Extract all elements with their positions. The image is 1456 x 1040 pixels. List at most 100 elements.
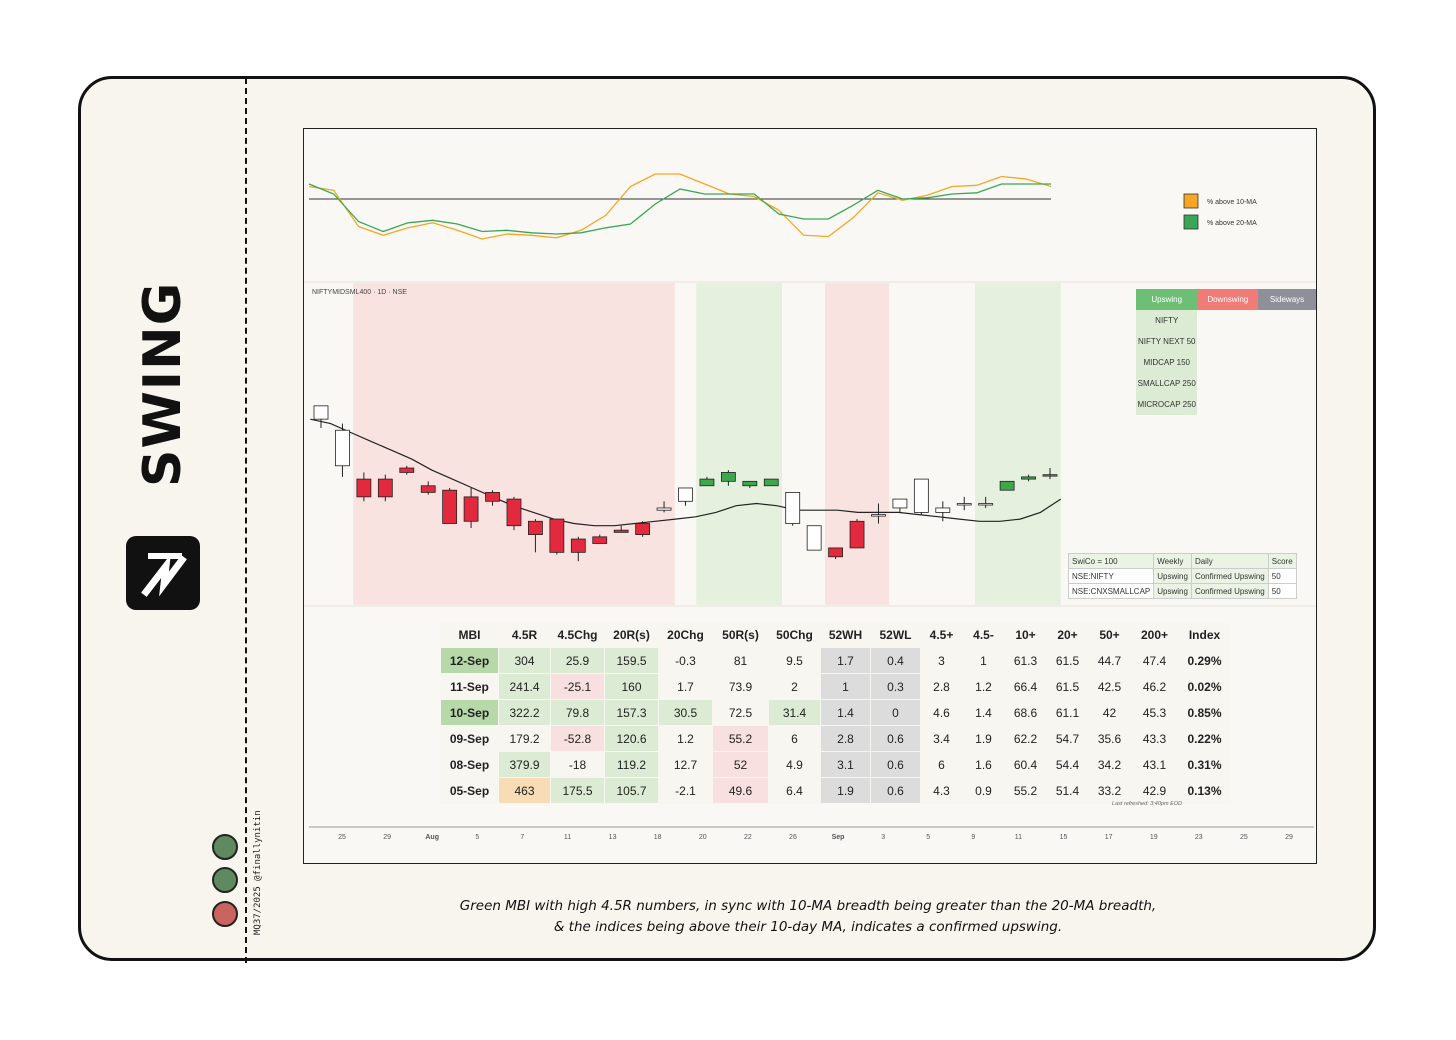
mbi-cell: 62.2 — [1004, 725, 1047, 752]
candle-body — [763, 478, 779, 487]
x-tick-label: 25 — [338, 834, 346, 841]
mbi-col-header: 52WL — [879, 628, 912, 642]
candle-body — [506, 498, 522, 527]
candle-body — [420, 485, 436, 493]
x-tick-label: 11 — [1015, 834, 1022, 841]
mbi-cell: 2.8 — [820, 725, 871, 752]
candle-body — [699, 478, 715, 487]
legend-swatch — [1183, 214, 1199, 230]
candle-body — [1021, 476, 1036, 480]
credit-text: MQ37/2025 @finallynitin — [253, 810, 263, 935]
candle-body — [485, 492, 500, 502]
mbi-cell: 73.9 — [712, 673, 769, 700]
mbi-cell: 72.5 — [712, 699, 769, 726]
candle-body — [1042, 474, 1058, 477]
candle-body — [892, 498, 908, 509]
candle-body — [806, 525, 822, 551]
candle-body — [871, 514, 886, 517]
score-cell: Confirmed Upswing — [1190, 583, 1269, 599]
mbi-cell: 45.3 — [1130, 699, 1179, 726]
mbi-date-cell: 09-Sep — [440, 725, 499, 752]
mbi-cell: 119.2 — [604, 751, 659, 778]
x-tick-label: Aug — [425, 834, 439, 841]
status-dot-green — [212, 834, 238, 860]
chart-svg: % above 10-MA % above 20-MA NIFTYMIDSML400… — [304, 173, 1316, 841]
x-tick-label: 11 — [564, 834, 571, 841]
mbi-cell: 12.7 — [658, 751, 713, 778]
moving-average-line — [310, 418, 1062, 527]
swing-zone — [353, 283, 675, 605]
candle-body — [742, 480, 758, 487]
candle-body — [956, 503, 972, 506]
score-cell: Upswing — [1153, 568, 1192, 584]
breadth-series-line — [308, 173, 1052, 240]
mbi-cell: 1.2 — [962, 673, 1005, 700]
mbi-cell: 79.8 — [550, 699, 605, 726]
mbi-cell: 6.4 — [768, 777, 821, 804]
mbi-cell: 1.6 — [962, 751, 1005, 778]
index-smallcap-250: SMALLCAP 250 — [1136, 373, 1198, 394]
mbi-cell: 31.4 — [768, 699, 821, 726]
mbi-cell: 42.5 — [1088, 673, 1131, 700]
caption-line-1: Green MBI with high 4.5R numbers, in syn… — [459, 898, 1157, 914]
mbi-col-header: 4.5R — [511, 628, 538, 642]
mbi-cell: 157.3 — [604, 699, 659, 726]
mbi-col-header: 4.5+ — [929, 628, 954, 642]
mbi-cell: 47.4 — [1130, 647, 1179, 674]
mbi-cell: 1.4 — [962, 699, 1005, 726]
mbi-cell: 160 — [604, 673, 659, 700]
mbi-row: 05-Sep 463 175.5 105.7 -2.1 49.6 6.4 1.9 0.6 4.3 0… — [440, 777, 1231, 804]
candle-body — [592, 536, 608, 544]
mbi-col-header: 52WH — [828, 628, 863, 642]
candle-body — [528, 520, 543, 535]
candle-body — [678, 487, 693, 502]
caption-line-2: & the indices being above their 10-day M… — [553, 919, 1063, 935]
x-tick-label: 22 — [744, 834, 752, 841]
candle-body — [935, 507, 951, 513]
mbi-cell: 81 — [712, 647, 769, 674]
mbi-cell: 6 — [920, 751, 963, 778]
mbi-date-cell: 10-Sep — [440, 699, 499, 726]
mbi-cell: 2.8 — [920, 673, 963, 700]
mbi-cell: 61.3 — [1004, 647, 1047, 674]
mbi-cell: 68.6 — [1004, 699, 1047, 726]
mbi-cell: 4.3 — [920, 777, 963, 804]
x-tick-label: 18 — [654, 834, 662, 841]
mbi-cell: 35.6 — [1088, 725, 1131, 752]
mbi-cell: 61.5 — [1046, 647, 1089, 674]
mbi-cell: 25.9 — [550, 647, 605, 674]
mbi-cell: 1.7 — [820, 647, 871, 674]
x-tick-label: 26 — [789, 834, 797, 841]
mbi-cell: 54.4 — [1046, 751, 1089, 778]
downswing-header: Downswing — [1197, 289, 1259, 310]
index-nifty-next-50: NIFTY NEXT 50 — [1136, 331, 1198, 352]
candle-body — [913, 478, 929, 513]
mbi-cell: 0.02% — [1178, 673, 1231, 700]
mbi-cell: 105.7 — [604, 777, 659, 804]
mbi-cell: 175.5 — [550, 777, 605, 804]
mbi-cell: 55.2 — [712, 725, 769, 752]
mbi-cell: 54.7 — [1046, 725, 1089, 752]
mbi-cell: 159.5 — [604, 647, 659, 674]
mbi-cell: 51.4 — [1046, 777, 1089, 804]
mbi-cell: 42 — [1088, 699, 1131, 726]
candle-body — [463, 496, 479, 522]
x-tick-label: 5 — [926, 834, 930, 841]
mbi-row: 10-Sep 322.2 79.8 157.3 30.5 72.5 31.4 1.4 0 4.6 1… — [440, 699, 1231, 726]
mbi-cell: 6 — [768, 725, 821, 752]
legend-label: % above 20-MA — [1207, 220, 1257, 227]
swing-zone — [696, 283, 782, 605]
candle-body — [570, 538, 586, 553]
mbi-cell: 3.4 — [920, 725, 963, 752]
score-cell: 50 — [1267, 583, 1297, 599]
chart-title: NIFTYMIDSML400 · 1D · NSE — [312, 289, 407, 296]
score-cell: Confirmed Upswing — [1190, 568, 1269, 584]
mbi-cell: 379.9 — [498, 751, 551, 778]
candle-body — [656, 507, 672, 511]
mbi-cell: 0.6 — [870, 751, 921, 778]
mbi-cell: 0.3 — [870, 673, 921, 700]
index-nifty: NIFTY — [1136, 310, 1198, 331]
mbi-cell: 0.85% — [1178, 699, 1231, 726]
mbi-cell: 304 — [498, 647, 551, 674]
mbi-cell: 0.4 — [870, 647, 921, 674]
